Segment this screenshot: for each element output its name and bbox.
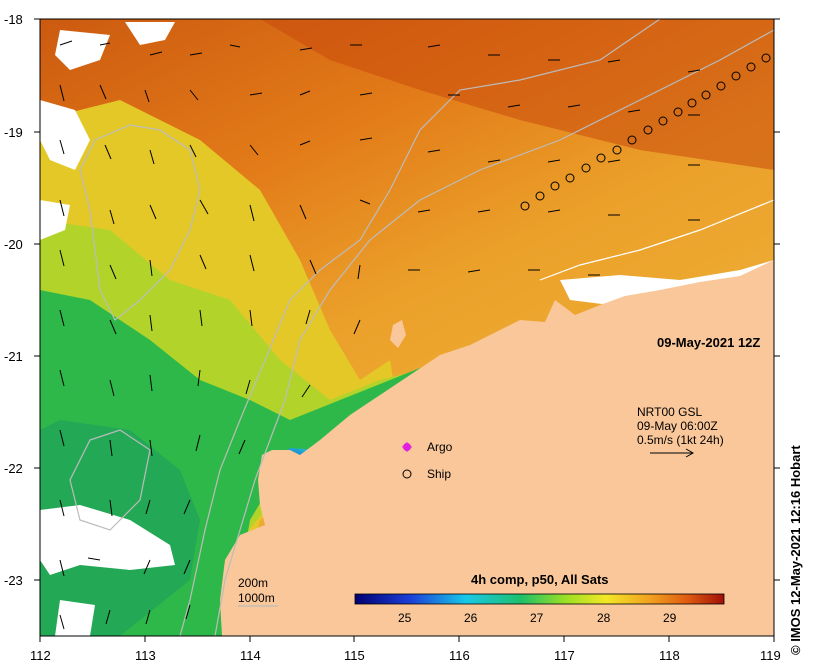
current-source-label: NRT00 GSL xyxy=(637,405,702,419)
lat-tick: -18 xyxy=(4,12,23,27)
timestamp-label: 09-May-2021 12Z xyxy=(657,335,760,350)
land-island xyxy=(390,320,406,348)
lon-tick: 117 xyxy=(554,648,575,663)
colorbar-tick: 26 xyxy=(464,611,478,625)
isobath-legend: 200m 1000m xyxy=(238,576,278,607)
lon-tick: 119 xyxy=(760,648,781,663)
colorbar-tick: 27 xyxy=(530,611,544,625)
legend-ship-label: Ship xyxy=(427,467,451,481)
lat-tick: -20 xyxy=(4,237,23,252)
land-australia xyxy=(220,260,774,636)
lon-tick: 114 xyxy=(240,648,261,663)
sst-hot-region xyxy=(260,19,774,170)
map-frame xyxy=(39,18,775,637)
isobath-1000-label: 1000m xyxy=(238,591,275,605)
lon-tick-labels: 112 113 114 115 116 117 118 119 xyxy=(30,648,781,663)
lat-tick: -21 xyxy=(4,349,23,364)
lat-tick: -19 xyxy=(4,125,23,140)
current-scale-arrow xyxy=(650,448,695,458)
lon-tick: 118 xyxy=(659,648,680,663)
colorbar-tick: 25 xyxy=(398,611,412,625)
isobaths xyxy=(69,19,774,636)
legend-argo-label: Argo xyxy=(427,440,453,454)
current-scale-label: 0.5m/s (1kt 24h) xyxy=(637,433,724,447)
lon-tick: 115 xyxy=(344,648,365,663)
credit-label: © IMOS 12-May-2021 12:16 Hobart xyxy=(788,445,803,655)
lat-tick-labels: -18 -19 -20 -21 -22 -23 xyxy=(4,12,23,588)
current-date-label: 09-May 06:00Z xyxy=(637,419,718,433)
colorbar-tick: 29 xyxy=(663,611,677,625)
argo-marker-icon xyxy=(402,442,412,452)
ship-marker-icon xyxy=(402,469,412,479)
lon-tick: 113 xyxy=(135,648,156,663)
colorbar-ticks: 25 26 27 28 29 xyxy=(398,611,677,625)
legend: Argo Ship xyxy=(402,440,453,481)
isobath-200-label: 200m xyxy=(238,576,268,590)
colorbar-title: 4h comp, p50, All Sats xyxy=(471,572,609,587)
lat-tick: -22 xyxy=(4,461,23,476)
lat-tick: -23 xyxy=(4,573,23,588)
map-field xyxy=(40,19,774,636)
lon-tick: 116 xyxy=(449,648,470,663)
colorbar xyxy=(354,593,725,605)
ship-track xyxy=(520,53,771,211)
axis-ticks xyxy=(34,18,780,642)
colorbar-tick: 28 xyxy=(597,611,611,625)
current-arrows xyxy=(59,40,701,630)
lon-tick: 112 xyxy=(30,648,51,663)
